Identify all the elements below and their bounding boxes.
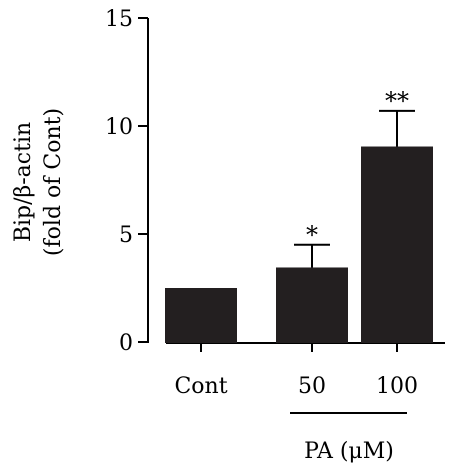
significance-marker: ** [385,87,409,115]
y-tick-label: 0 [119,331,133,356]
group-annotation: PA (μM) [290,412,407,464]
x-tick-label: 50 [298,374,326,399]
y-axis-label: Bip/β-actin (fold of Cont) [11,108,66,256]
bars [165,109,433,343]
y-tick-label: 15 [105,7,133,32]
bar [361,146,433,343]
x-tick-label: 100 [376,374,418,399]
significance-marker: * [306,221,318,249]
x-tick-label: Cont [174,374,227,399]
y-axis-label-line1: Bip/β-actin [11,122,36,242]
y-tick-label: 5 [119,223,133,248]
labels: 0 5 10 15 Cont * 50 ** 100 [105,7,418,399]
y-axis-label-line2: (fold of Cont) [41,108,66,256]
bar [276,267,348,343]
bar [165,288,237,343]
y-tick-label: 10 [105,115,133,140]
group-label: PA (μM) [304,439,394,464]
